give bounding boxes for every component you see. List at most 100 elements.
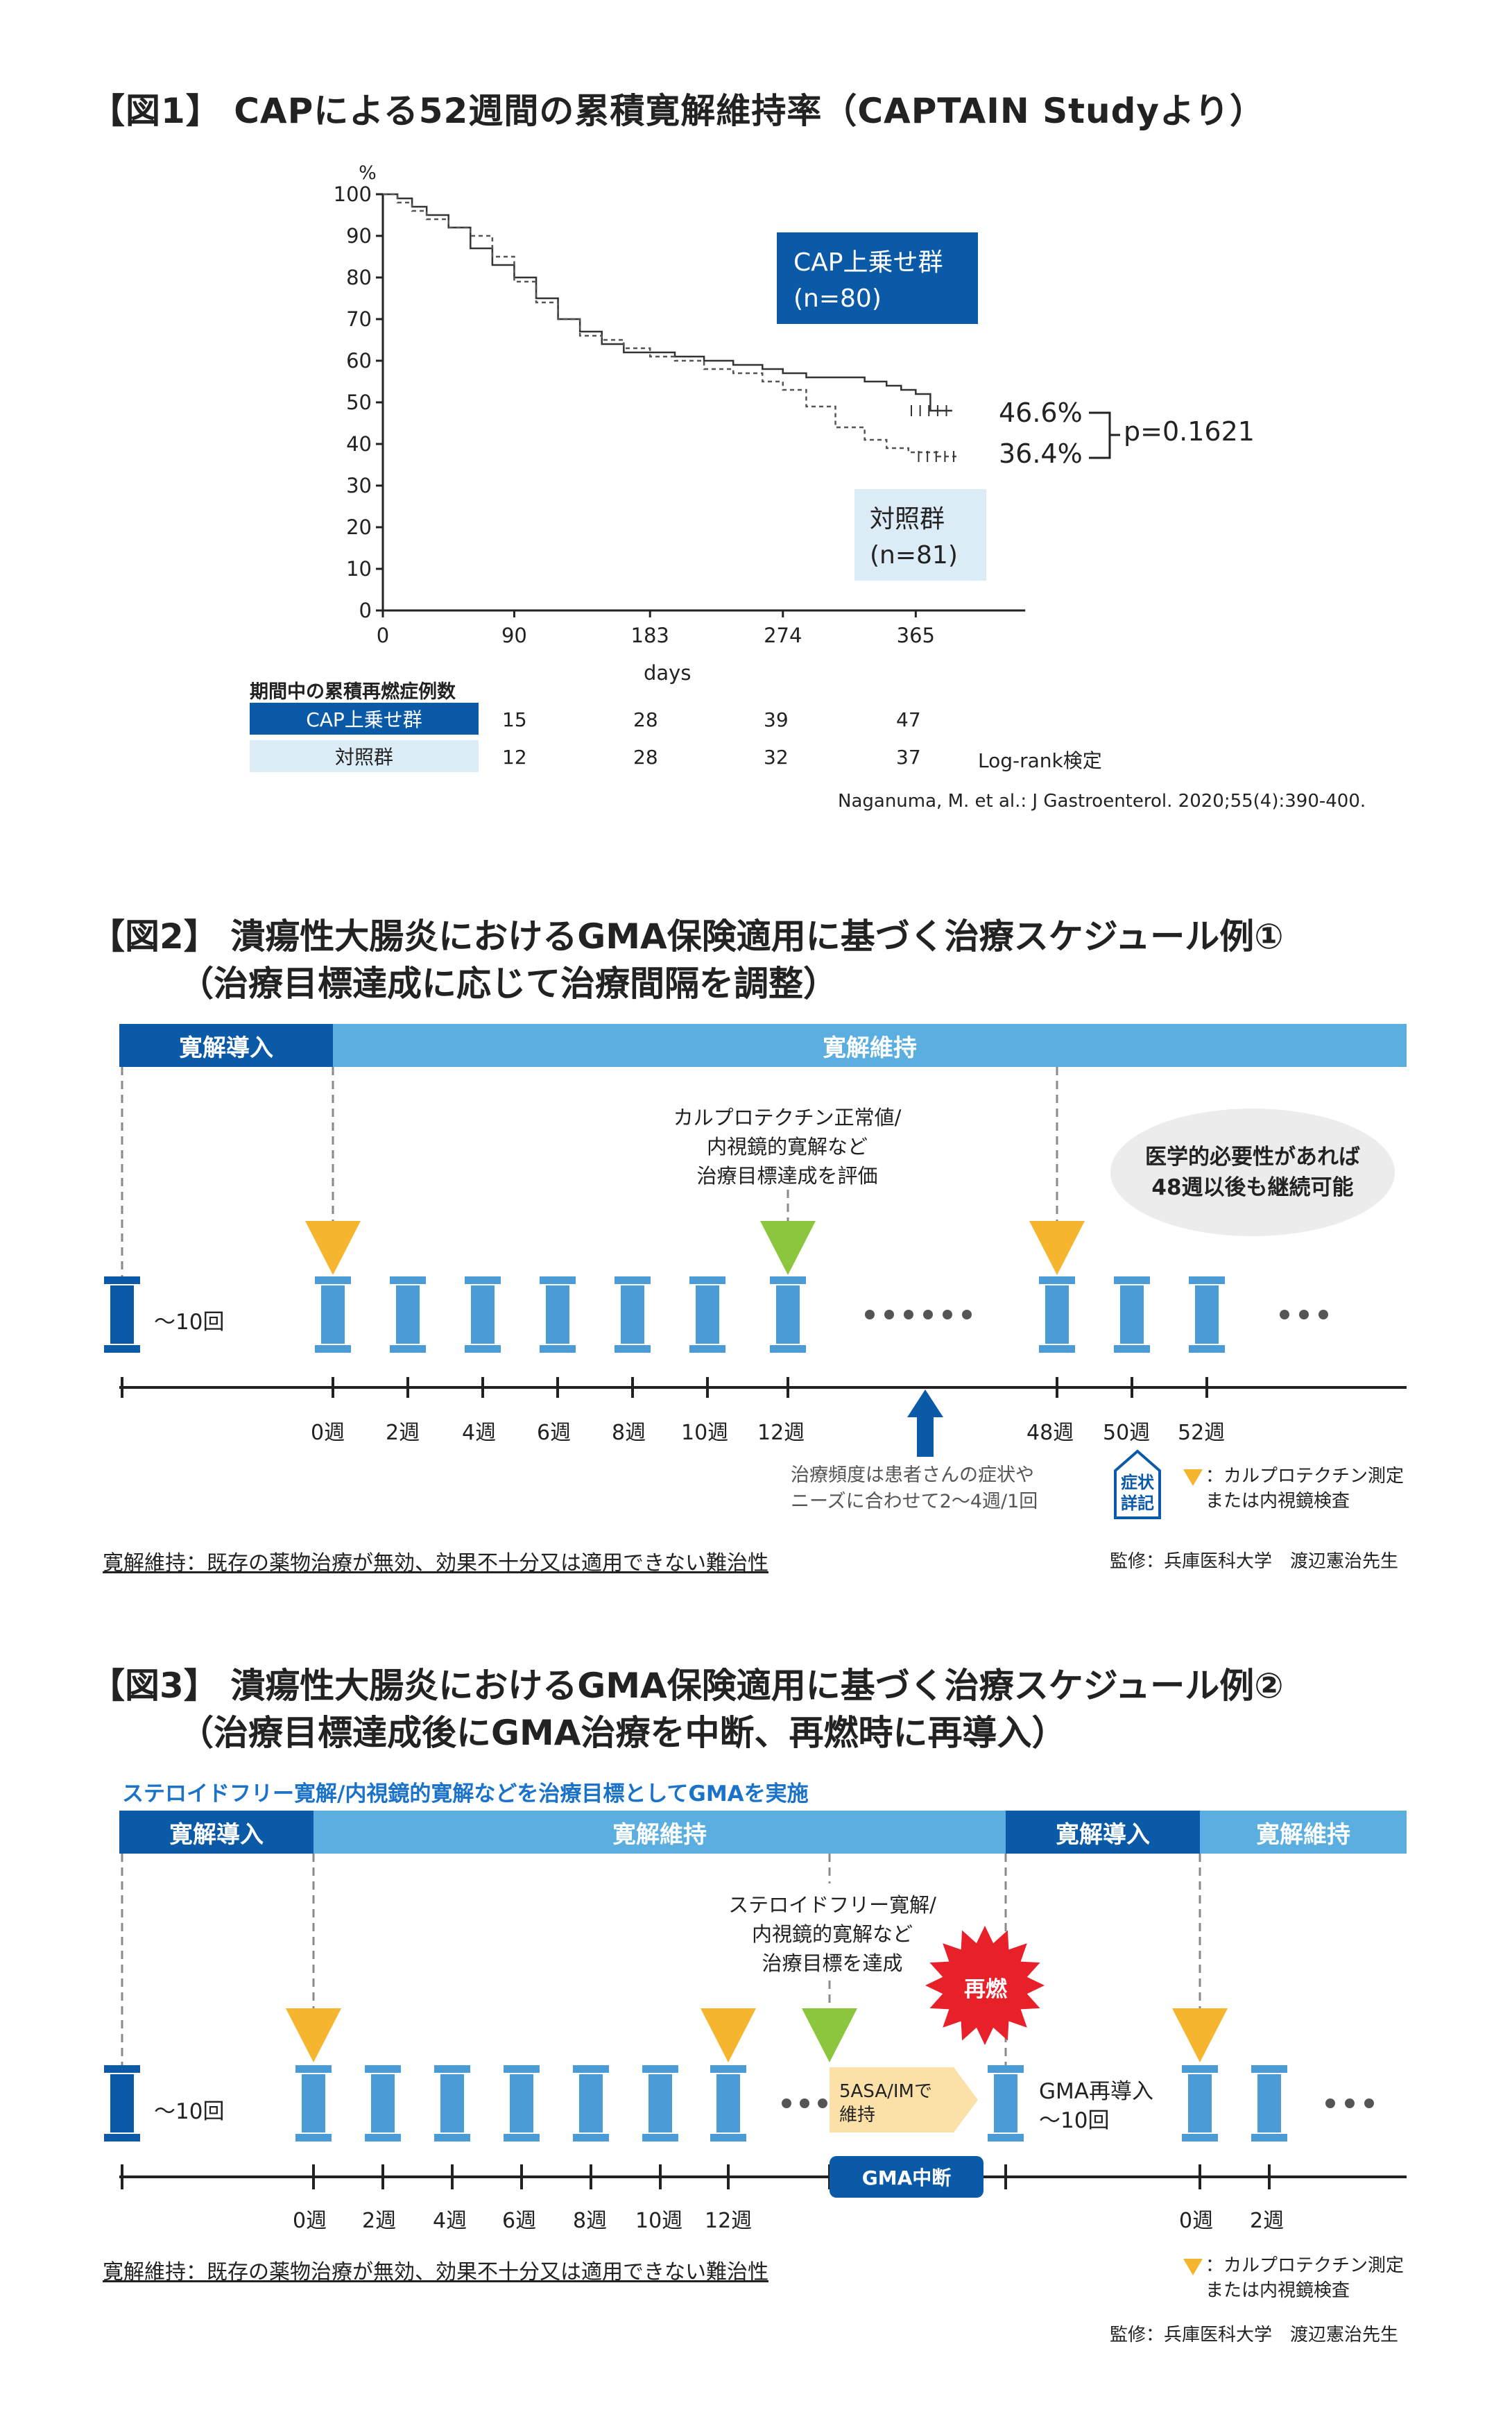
pvalue-bracket [1089, 411, 1120, 459]
gma-column-base [1251, 2134, 1287, 2141]
arrow-text: 5ASA/IMで 維持 [839, 2080, 932, 2127]
bar-maintenance: 寛解維持 [313, 1811, 1006, 1854]
x-tick-label: 365 [897, 624, 935, 647]
reinduction-line: ～10回 [1039, 2108, 1110, 2133]
induction-count: ～10回 [154, 1310, 225, 1335]
gma-column-base [295, 2134, 332, 2141]
week-label: 2週 [1250, 2209, 1285, 2233]
induction-count: ～10回 [154, 2099, 225, 2124]
house-line: 詳記 [1121, 1494, 1154, 1513]
gma-column-base [1189, 1345, 1225, 1353]
reinduction-text: GMA再導入 ～10回 [1039, 2077, 1153, 2135]
table-cell: 28 [633, 746, 658, 769]
gma-column-icon [642, 2065, 678, 2073]
table-cell: 47 [896, 708, 921, 731]
table-cell: 12 [502, 746, 527, 769]
reinduction-line: GMA再導入 [1039, 2079, 1153, 2104]
week-label: 50週 [1103, 1421, 1151, 1445]
y-tick-label: 50 [346, 391, 372, 414]
gma-column-base [434, 2134, 470, 2141]
legend-line: または内視鏡検査 [1205, 2280, 1350, 2301]
gma-column-body [621, 1285, 644, 1344]
triangle-orange-marker [305, 1221, 361, 1275]
fig2-callout: カルプロテクチン正常値/ 内視鏡的寛解など 治療目標達成を評価 [659, 1103, 916, 1190]
gma-column-body [510, 2074, 533, 2132]
x-axis-label: days [644, 661, 691, 685]
callout-line: 治療目標達成を評価 [696, 1164, 878, 1188]
gma-column-icon [540, 1276, 576, 1284]
fig2-subtitle: （治療目標達成に応じて治療間隔を調整） [179, 964, 838, 1004]
gma-column-icon [315, 1276, 351, 1284]
gma-column-base [988, 2134, 1024, 2141]
freq-line: 治療頻度は患者さんの症状や [791, 1464, 1034, 1486]
table-row-cap-label: CAP上乗せ群 [250, 703, 479, 735]
gma-column-icon [573, 2065, 609, 2073]
legend-cap-label: CAP上乗せ群 [793, 248, 943, 277]
y-tick-label: 10 [346, 557, 372, 581]
gma-column-body [110, 1285, 134, 1344]
week-label: 0週 [311, 1421, 345, 1445]
gma-column-icon [710, 2065, 746, 2073]
gma-column-icon [504, 2065, 540, 2073]
house-line: 症状 [1121, 1473, 1154, 1492]
legend-triangle-icon [1183, 2259, 1203, 2275]
house-label: 症状 詳記 [1117, 1472, 1158, 1514]
gma-column-body [648, 2074, 672, 2132]
bar-reinduction: 寛解導入 [1006, 1811, 1200, 1854]
fig2-graphics [104, 1067, 1407, 1519]
x-tick-label: 0 [377, 624, 389, 647]
citation: Naganuma, M. et al.: J Gastroenterol. 20… [838, 791, 1366, 812]
gma-column-base [504, 2134, 540, 2141]
gma-column-base [104, 2134, 140, 2141]
x-tick-label: 274 [764, 624, 802, 647]
gma-column-body [321, 1285, 345, 1344]
week-label: 4週 [462, 1421, 497, 1445]
arrow-line: 維持 [839, 2105, 876, 2126]
gma-column-icon [1182, 2065, 1218, 2073]
week-label: 0週 [1179, 2209, 1214, 2233]
p-value: p=0.1621 [1124, 416, 1255, 447]
km-series [383, 193, 960, 462]
gma-column-icon [1039, 1276, 1075, 1284]
gma-column-icon [390, 1276, 426, 1284]
gma-column-body [371, 2074, 395, 2132]
triangle-orange-marker [286, 2008, 341, 2062]
y-tick-label: 80 [346, 266, 372, 289]
x-tick-label: 183 [631, 624, 669, 647]
week-label: 52週 [1178, 1421, 1226, 1445]
legend-cap-n: (n=80) [793, 284, 882, 313]
gma-column-icon [104, 2065, 140, 2073]
y-tick-label: 60 [346, 349, 372, 373]
gma-column-body [440, 2074, 464, 2132]
triangle-orange-marker [701, 2008, 756, 2062]
week-label: 6週 [502, 2209, 537, 2233]
fig2-legend: ：カルプロテクチン測定 または内視鏡検査 [1205, 1464, 1404, 1514]
gma-column-base [615, 1345, 651, 1353]
week-label: 12週 [705, 2209, 753, 2233]
gma-column-body [546, 1285, 569, 1344]
gma-column-base [573, 2134, 609, 2141]
y-tick-label: 20 [346, 515, 372, 539]
gma-column-icon [1114, 1276, 1150, 1284]
maintenance-arrow [830, 2067, 978, 2132]
week-label: 10週 [681, 1421, 729, 1445]
legend-line: または内視鏡検査 [1205, 1491, 1350, 1512]
week-label: 0週 [293, 2209, 327, 2233]
bar-induction: 寛解導入 [119, 1811, 313, 1854]
callout-line: 内視鏡的寛解など [706, 1135, 868, 1159]
legend-cap-box: CAP上乗せ群 (n=80) [777, 232, 978, 324]
cloud-text: 医学的必要性があれば 48週以後も継続可能 [1117, 1142, 1389, 1203]
up-arrow-icon [907, 1390, 943, 1457]
y-tick-label: 0 [359, 599, 372, 622]
gma-column-base [390, 1345, 426, 1353]
y-tick-label: 70 [346, 307, 372, 331]
fig3-footnote: 寛解維持：既存の薬物治療が無効、効果不十分又は適用できない難治性 [103, 2260, 768, 2284]
x-tick-label: 90 [501, 624, 527, 647]
gma-column-base [365, 2134, 401, 2141]
logrank-note: Log-rank検定 [978, 749, 1102, 772]
gma-column-body [1045, 1285, 1069, 1344]
gma-column-base [770, 1345, 806, 1353]
gma-column-icon [770, 1276, 806, 1284]
gma-column-icon [104, 1276, 140, 1284]
